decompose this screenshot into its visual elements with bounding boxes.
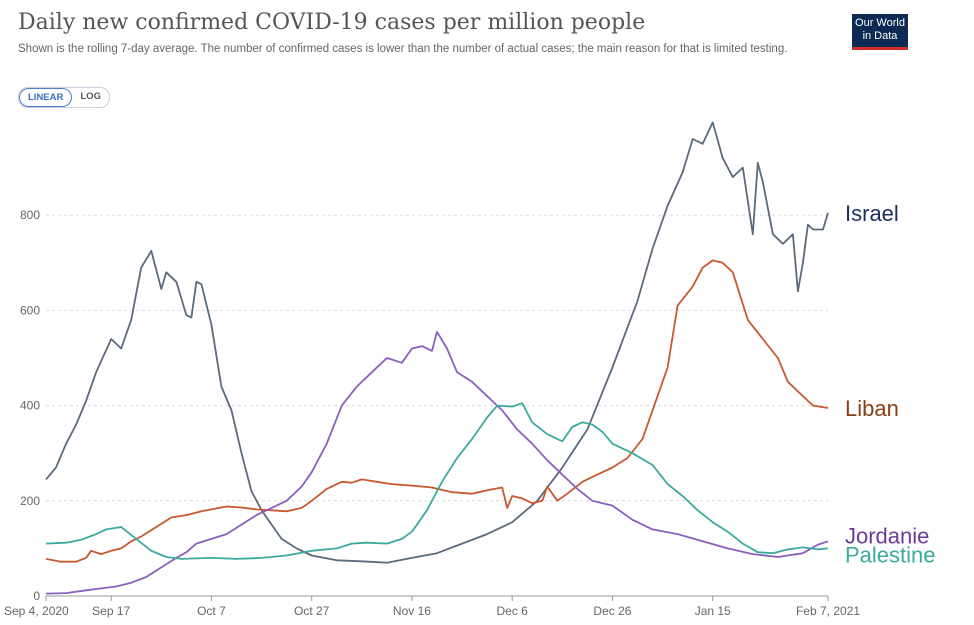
x-tick-label: Oct 7 [197, 604, 226, 618]
linear-scale-button[interactable]: LINEAR [19, 88, 73, 107]
y-tick-label: 200 [20, 494, 40, 508]
series-line-liban [45, 259, 829, 563]
log-scale-button[interactable]: LOG [80, 91, 101, 102]
logo-line-2: in Data [862, 30, 898, 42]
owid-logo[interactable]: Our World in Data [852, 14, 908, 50]
x-tick-label: Dec 6 [497, 604, 529, 618]
y-tick-label: 600 [20, 303, 40, 317]
x-tick-label: Sep 4, 2020 [4, 604, 69, 618]
x-tick-label: Sep 17 [92, 604, 130, 618]
grid-lines [46, 214, 828, 597]
x-tick-label: Nov 16 [393, 604, 431, 618]
scale-toggle: LINEAR LOG [18, 87, 110, 108]
chart-subtitle: Shown is the rolling 7-day average. The … [18, 43, 788, 55]
chart-title: Daily new confirmed COVID-19 cases per m… [18, 10, 646, 35]
y-axis-ticks: 0 200 400 600 800 [20, 208, 40, 603]
y-tick-label: 400 [20, 399, 40, 413]
series-line-israel [45, 121, 829, 564]
x-tick-label: Dec 26 [593, 604, 631, 618]
series-label-liban: Liban [845, 396, 899, 421]
series-line-jordanie [45, 330, 829, 595]
series-lines [45, 121, 829, 595]
y-tick-label: 0 [33, 589, 40, 603]
y-tick-label: 800 [20, 208, 40, 222]
x-tick-label: Jan 15 [695, 604, 731, 618]
series-line-palestine [45, 402, 829, 560]
x-tick-label: Feb 7, 2021 [796, 604, 860, 618]
x-tick-label: Oct 27 [294, 604, 330, 618]
series-label-palestine: Palestine [845, 542, 936, 567]
series-label-israel: Israel [845, 201, 899, 226]
series-label-jordanie: Jordanie [845, 523, 929, 548]
x-axis-ticks: Sep 4, 2020 Sep 17 Oct 7 Oct 27 Nov 16 Dec 6 D… [4, 596, 860, 618]
logo-line-1: Our World [855, 17, 905, 29]
